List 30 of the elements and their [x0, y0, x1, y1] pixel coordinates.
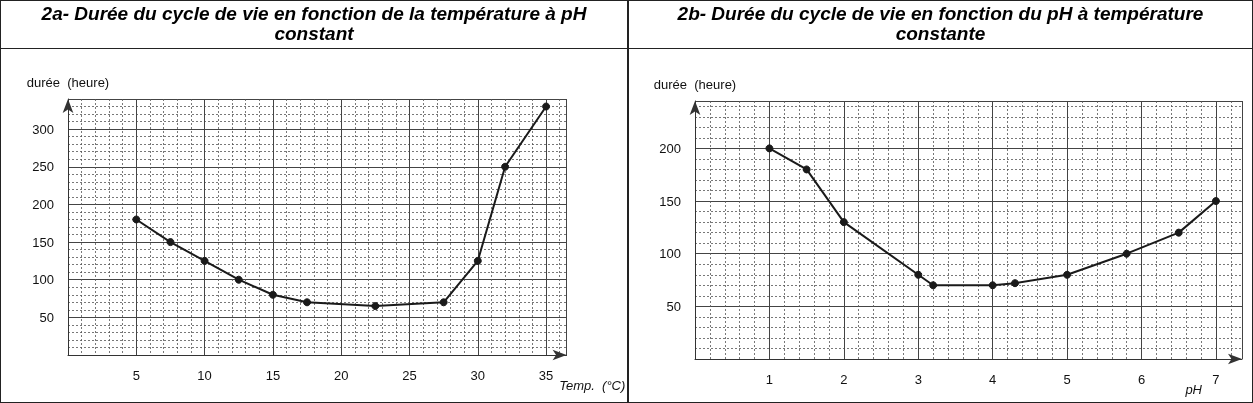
- x-tick-label: 25: [402, 368, 417, 383]
- x-tick-label: 5: [132, 368, 140, 383]
- y-tick-label: 150: [659, 193, 681, 209]
- x-tick-label: 15: [265, 368, 281, 383]
- x-tick-label: 30: [470, 368, 486, 383]
- y-tick-label: 300: [32, 121, 54, 137]
- x-axis-title: pH: [1184, 382, 1203, 397]
- y-tick-label: 50: [666, 298, 681, 314]
- chart-title: 2a- Durée du cycle de vie en fonction de la température à pH constant: [1, 1, 627, 49]
- x-tick-label: 7: [1212, 372, 1220, 387]
- x-axis-title: Temp. (°C): [559, 378, 626, 393]
- y-axis-title: durée (heure): [653, 77, 737, 92]
- chart-title: 2b- Durée du cycle de vie en fonction du pH à température constante: [629, 1, 1252, 49]
- y-tick-label: 200: [659, 140, 681, 156]
- x-tick-label: 6: [1137, 372, 1146, 387]
- x-tick-label: 3: [914, 372, 922, 387]
- x-tick-label: 4: [989, 372, 997, 387]
- x-tick-label: 20: [333, 368, 349, 383]
- x-tick-label: 1: [765, 372, 774, 387]
- x-tick-label: 5: [1063, 372, 1071, 387]
- y-tick-label: 250: [32, 159, 54, 175]
- y-tick-label: 100: [32, 272, 54, 288]
- y-tick-label: 200: [32, 196, 54, 212]
- y-axis-title: durée (heure): [26, 75, 110, 90]
- y-tick-label: 150: [32, 234, 54, 250]
- x-tick-label: 35: [538, 368, 554, 383]
- y-tick-label: 50: [39, 309, 54, 325]
- y-tick-label: 100: [659, 246, 681, 262]
- x-tick-label: 10: [197, 368, 212, 383]
- x-tick-label: 2: [840, 372, 848, 387]
